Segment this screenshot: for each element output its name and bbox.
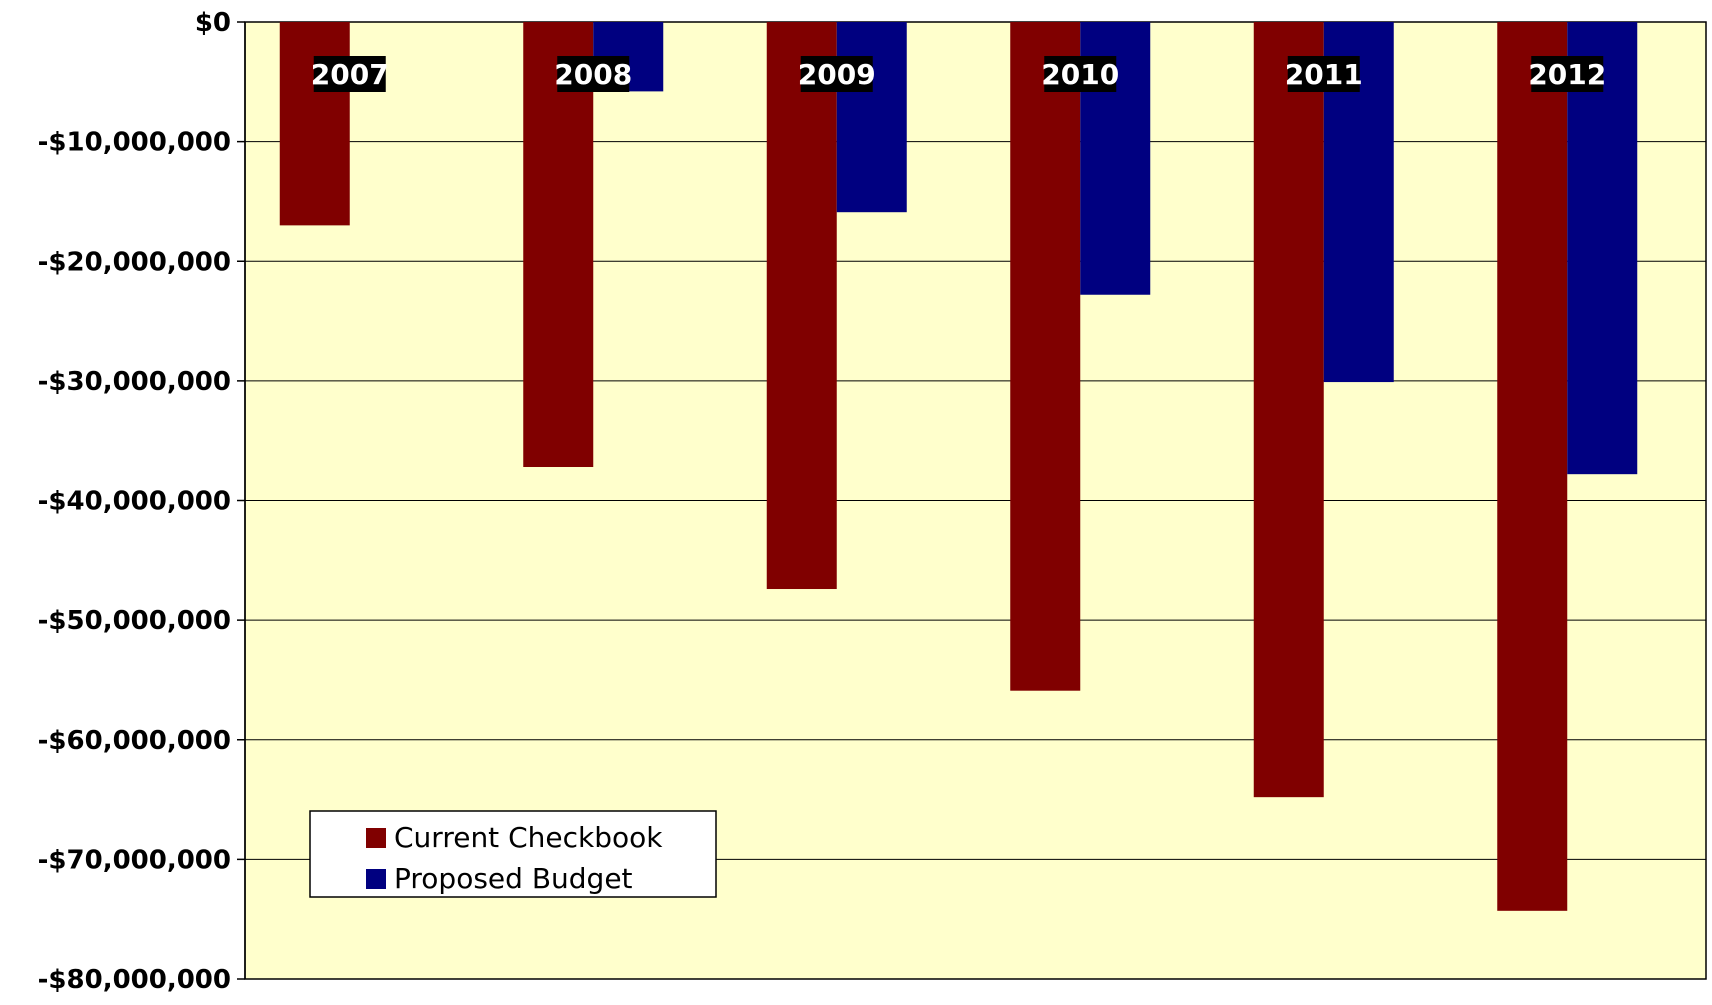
category-label-bg <box>1287 56 1360 92</box>
y-tick-label: $0 <box>195 8 231 38</box>
bar-current-checkbook-2012 <box>1497 22 1568 911</box>
y-tick-label: -$70,000,000 <box>38 845 231 875</box>
category-label: 2007 <box>311 58 389 91</box>
bar-current-checkbook-2011 <box>1253 22 1324 798</box>
category-label: 2011 <box>1285 58 1363 91</box>
legend-label-proposed-budget: Proposed Budget <box>394 862 633 895</box>
bar-current-checkbook-2010 <box>1010 22 1081 691</box>
legend-swatch-proposed-budget <box>366 869 386 889</box>
legend-label-current-checkbook: Current Checkbook <box>394 821 663 854</box>
y-tick-label: -$10,000,000 <box>38 128 231 158</box>
bars <box>279 22 1638 911</box>
category-label: 2008 <box>554 58 632 91</box>
category-label-bg <box>1531 56 1604 92</box>
category-label-bg <box>313 56 386 92</box>
legend: Current Checkbook Proposed Budget <box>309 810 717 898</box>
bar-current-checkbook-2009 <box>766 22 837 590</box>
category-label: 2012 <box>1528 58 1606 91</box>
category-label-bg <box>1044 56 1117 92</box>
y-tick-label: -$60,000,000 <box>38 726 231 756</box>
category-label: 2009 <box>798 58 876 91</box>
y-tick-label: -$20,000,000 <box>38 247 231 277</box>
category-label: 2010 <box>1041 58 1119 91</box>
y-tick-label: -$40,000,000 <box>38 487 231 517</box>
y-tick-label: -$50,000,000 <box>38 606 231 636</box>
legend-swatch-current-checkbook <box>366 828 386 848</box>
bar-proposed-budget-2009 <box>836 22 907 213</box>
bar-proposed-budget-2012 <box>1567 22 1638 475</box>
y-axis: $0 -$10,000,000 -$20,000,000 -$30,000,000 -$… <box>38 8 246 995</box>
bar-current-checkbook-2008 <box>523 22 594 468</box>
category-labels: 2007 2008 2009 2010 2011 2012 <box>311 56 1606 92</box>
category-label-bg <box>557 56 630 92</box>
y-tick-label: -$30,000,000 <box>38 367 231 397</box>
category-label-bg <box>800 56 873 92</box>
gridlines <box>245 21 1706 980</box>
y-tick-label: -$80,000,000 <box>38 965 231 995</box>
bar-current-checkbook-2007 <box>279 22 350 226</box>
